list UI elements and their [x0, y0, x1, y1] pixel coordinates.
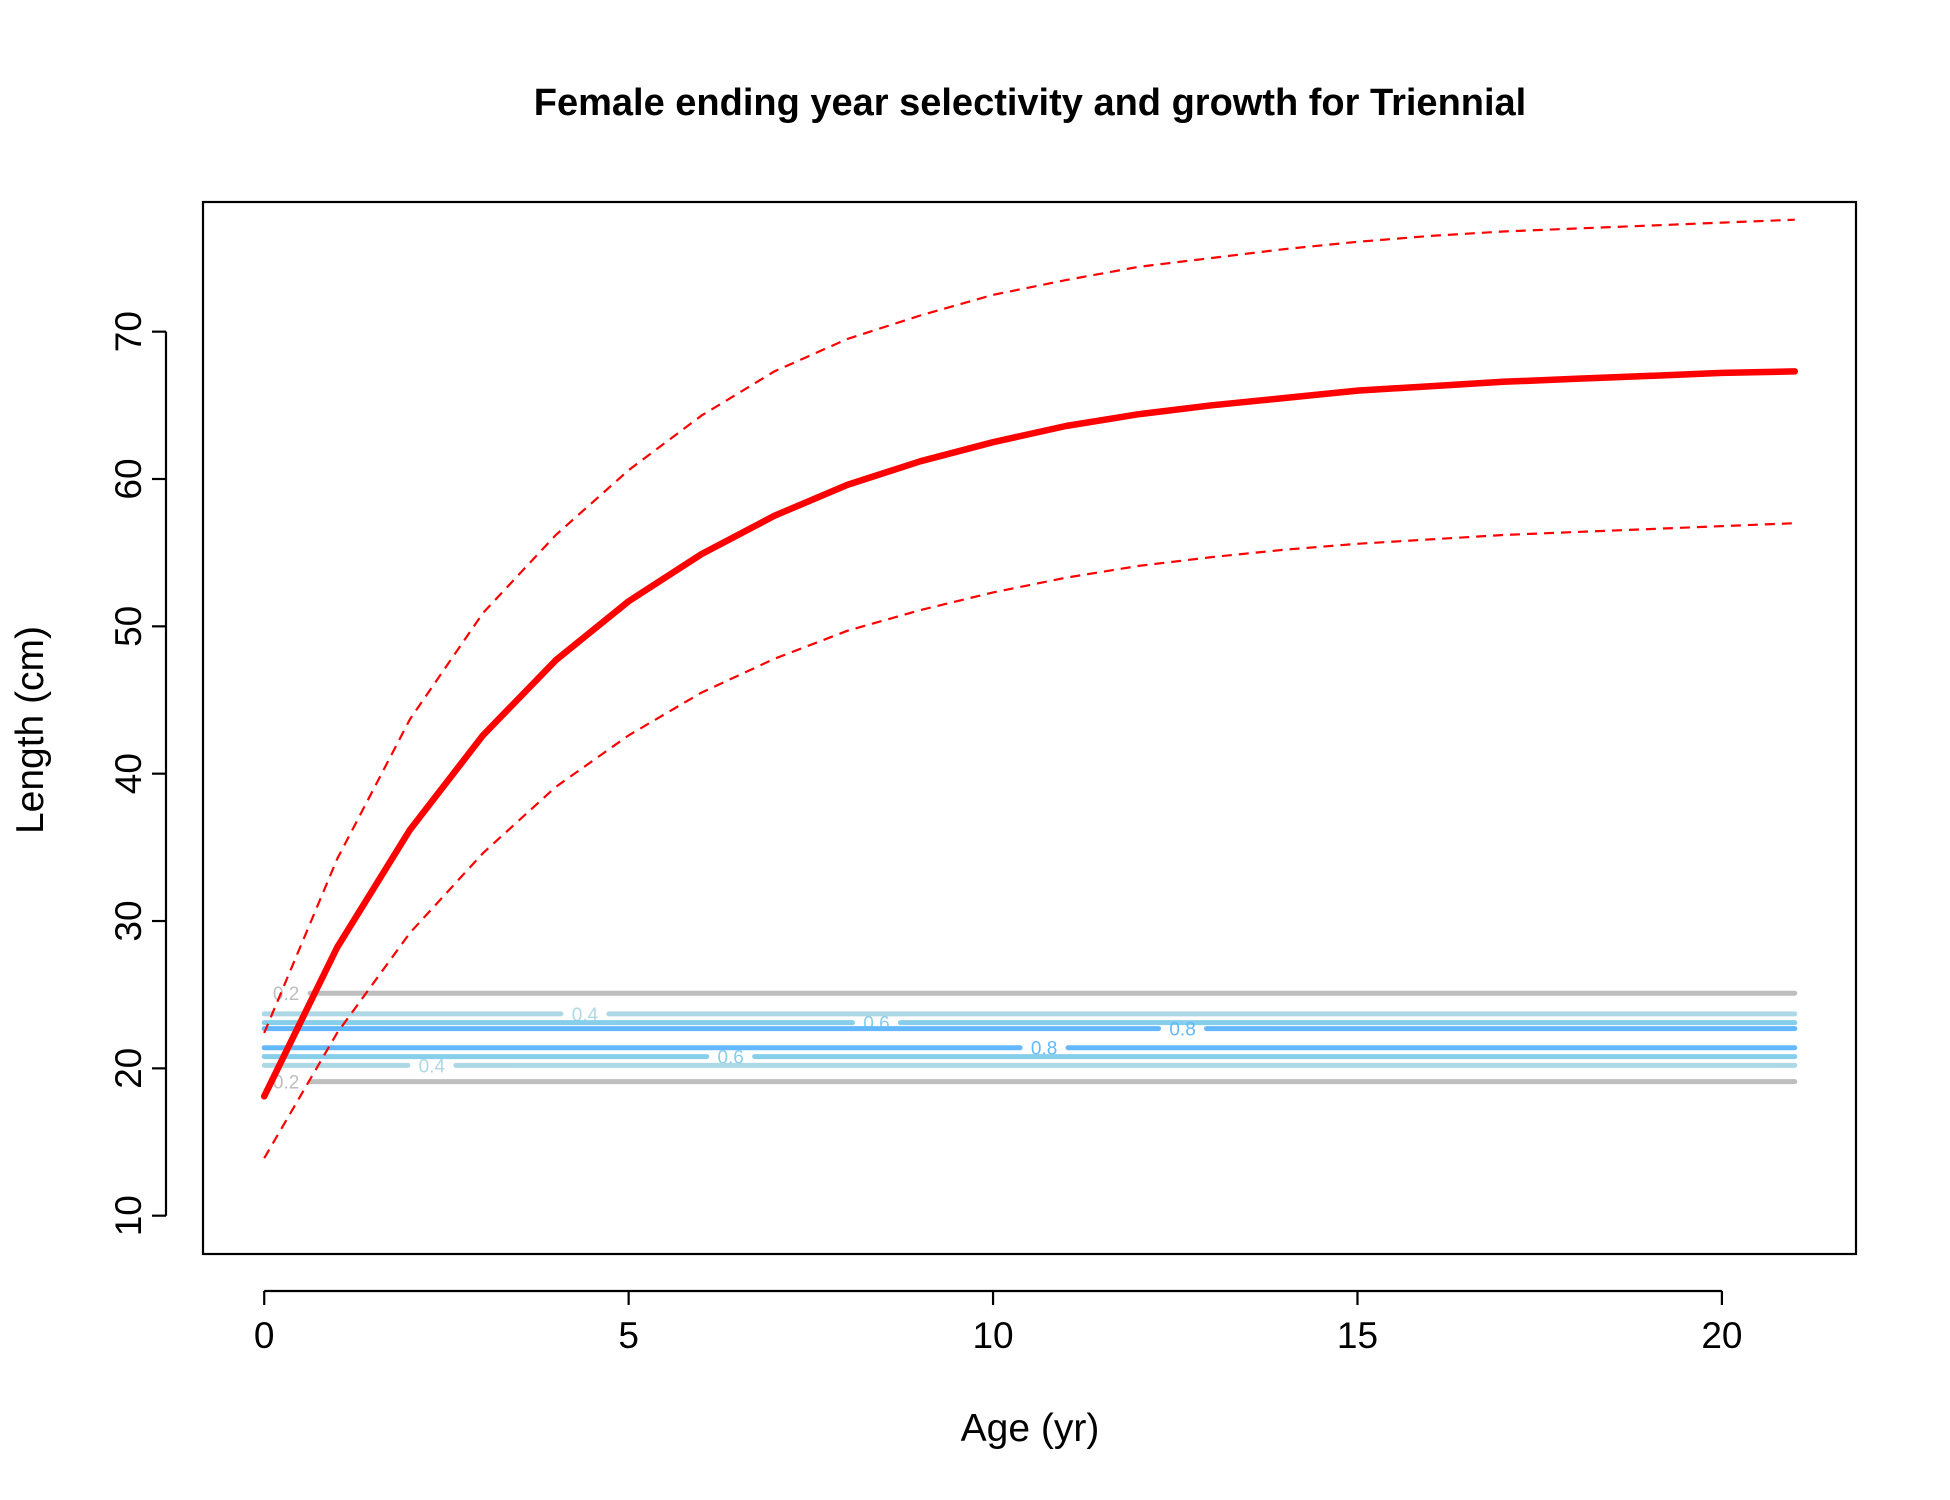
y-tick-label: 50	[108, 606, 149, 647]
axes: 0 5 10 15 20 10 20 30 40 50 60 70	[108, 311, 1742, 1356]
x-tick-label: 0	[254, 1315, 275, 1356]
y-tick-label: 30	[108, 900, 149, 941]
chart-title: Female ending year selectivity and growt…	[534, 82, 1527, 124]
growth-lower-interval-line	[263, 522, 1795, 1159]
growth-curves	[260, 218, 1799, 1159]
contour-label: 0.4	[419, 1056, 446, 1077]
y-tick-label: 20	[108, 1048, 149, 1089]
y-tick-label: 10	[108, 1195, 149, 1236]
plot-frame	[201, 200, 1858, 1256]
x-tick-label: 15	[1337, 1315, 1378, 1356]
x-axis-label: Age (yr)	[961, 1407, 1100, 1450]
selectivity-contours: 0.20.4 0.6 0.80.80.60.40.2	[261, 984, 1798, 1094]
x-tick-label: 10	[972, 1315, 1013, 1356]
contour-label: 0.2	[273, 1073, 299, 1094]
y-tick-label: 40	[108, 753, 149, 794]
growth-upper-interval-line	[263, 218, 1795, 1034]
y-tick-label: 70	[108, 311, 149, 352]
y-axis-label: Length (cm)	[9, 626, 52, 834]
contour-label: 0.6	[863, 1014, 889, 1035]
growth-mean-line	[260, 368, 1799, 1100]
contour-label: 0.8	[1169, 1020, 1195, 1041]
contour-label: 0.2	[273, 984, 299, 1005]
x-tick-label: 5	[618, 1315, 639, 1356]
y-tick-label: 60	[108, 458, 149, 499]
x-tick-label: 20	[1701, 1315, 1742, 1356]
